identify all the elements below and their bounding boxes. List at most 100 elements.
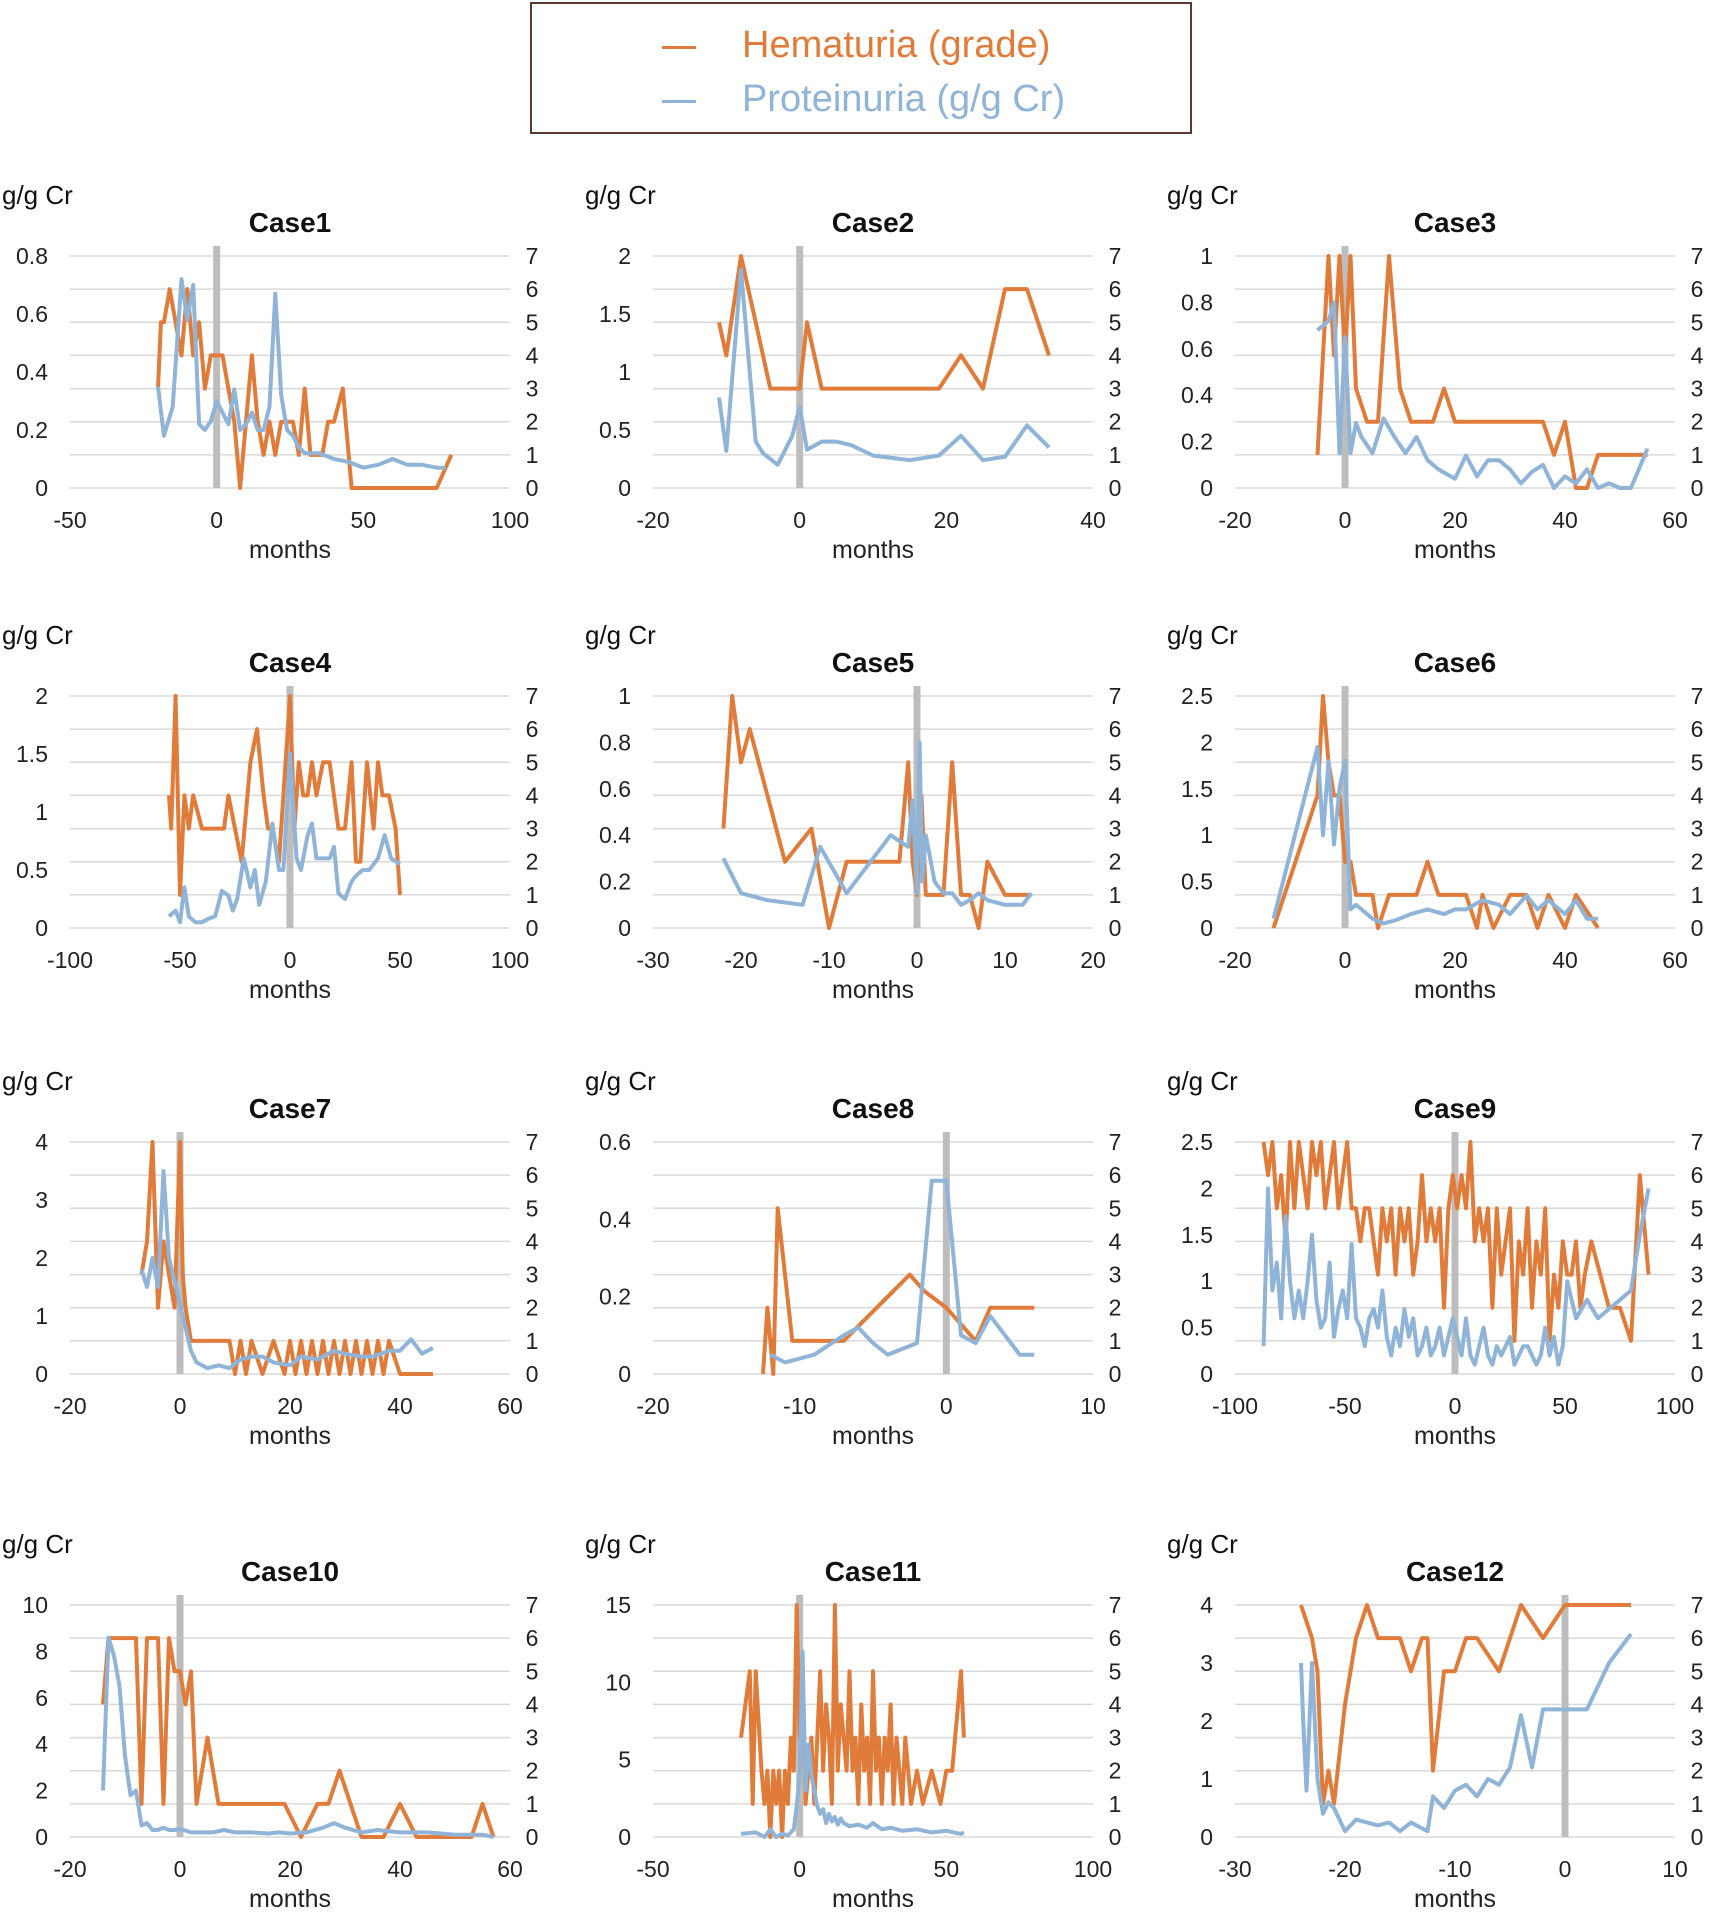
x-tick-label: 60	[497, 1856, 523, 1882]
right-tick-label: 1	[526, 1791, 539, 1817]
left-axis-unit: g/g Cr	[2, 1066, 73, 1096]
right-tick-label: 4	[1691, 1228, 1704, 1254]
chart-title: Case1	[249, 207, 332, 238]
right-tick-label: 0	[1109, 1824, 1122, 1850]
x-tick-label: 20	[1442, 947, 1468, 973]
right-tick-label: 2	[1109, 409, 1122, 435]
right-tick-label: 0	[1691, 915, 1704, 941]
left-tick-label: 0.5	[16, 857, 48, 883]
left-tick-label: 0.2	[1181, 429, 1213, 455]
x-tick-label: 10	[1662, 1856, 1688, 1882]
right-tick-label: 6	[1109, 716, 1122, 742]
right-tick-label: 6	[1691, 276, 1704, 302]
x-tick-label: 0	[210, 507, 223, 533]
x-tick-label: 0	[1339, 507, 1352, 533]
right-tick-label: 4	[526, 342, 539, 368]
right-tick-label: 5	[1691, 749, 1704, 775]
chart-title: Case5	[832, 647, 915, 678]
left-tick-label: 3	[35, 1187, 48, 1213]
x-axis-title: months	[832, 1885, 914, 1913]
hematuria-series-line	[139, 1140, 433, 1376]
x-tick-label: 20	[934, 507, 960, 533]
left-axis-unit: g/g Cr	[1167, 620, 1238, 650]
right-tick-label: 3	[1109, 1262, 1122, 1288]
left-tick-label: 5	[618, 1747, 631, 1773]
legend-label-proteinuria: Proteinuria (g/g Cr)	[742, 78, 1066, 120]
right-tick-label: 5	[1691, 1195, 1704, 1221]
left-axis-unit: g/g Cr	[1167, 1529, 1238, 1559]
left-tick-label: 1	[618, 359, 631, 385]
right-tick-label: 2	[1109, 1295, 1122, 1321]
x-tick-label: 0	[284, 947, 297, 973]
hematuria-series-line	[156, 287, 454, 490]
right-tick-label: 7	[526, 243, 539, 269]
hematuria-series-line	[717, 254, 1051, 391]
right-tick-label: 1	[1109, 1791, 1122, 1817]
left-axis-unit: g/g Cr	[585, 180, 656, 210]
right-tick-label: 5	[1109, 749, 1122, 775]
left-tick-label: 4	[35, 1731, 48, 1757]
left-tick-label: 0	[618, 1361, 631, 1387]
right-tick-label: 2	[1109, 849, 1122, 875]
x-axis-title: months	[832, 1422, 914, 1450]
right-tick-label: 4	[1691, 342, 1704, 368]
legend-item-hematuria: Hematuria (grade)	[532, 22, 1190, 72]
legend-swatch-proteinuria	[662, 100, 696, 103]
proteinuria-series-line	[1316, 300, 1650, 490]
right-tick-label: 3	[1691, 1725, 1704, 1751]
chart-title: Case11	[825, 1556, 922, 1587]
right-tick-label: 7	[1691, 1592, 1704, 1618]
x-tick-label: 50	[934, 1856, 960, 1882]
x-tick-label: 40	[387, 1856, 413, 1882]
x-tick-label: -30	[636, 947, 669, 973]
left-tick-label: 1	[1200, 1766, 1213, 1792]
x-tick-label: 20	[277, 1856, 303, 1882]
chart-5: g/g Cr Case5 0 1 2 3 4 5 6 7 0 0.2 0.4 0.6 0.8 1 -30 -20 -…	[585, 620, 1122, 1004]
x-tick-label: 60	[497, 1393, 523, 1419]
left-tick-label: 10	[22, 1592, 48, 1618]
right-tick-label: 5	[1691, 309, 1704, 335]
chart-title: Case2	[832, 207, 915, 238]
left-tick-label: 1	[1200, 1268, 1213, 1294]
right-tick-label: 3	[1109, 1725, 1122, 1751]
right-tick-label: 2	[1109, 1758, 1122, 1784]
x-tick-label: 20	[277, 1393, 303, 1419]
left-axis-unit: g/g Cr	[585, 1529, 656, 1559]
right-tick-label: 6	[1109, 1625, 1122, 1651]
left-tick-label: 1	[35, 799, 48, 825]
x-tick-label: 0	[174, 1393, 187, 1419]
right-tick-label: 5	[526, 749, 539, 775]
left-tick-label: 1.5	[599, 301, 631, 327]
right-tick-label: 0	[1109, 1361, 1122, 1387]
right-tick-label: 2	[526, 1295, 539, 1321]
right-tick-label: 2	[1691, 409, 1704, 435]
chart-title: Case6	[1414, 647, 1497, 678]
left-tick-label: 2	[35, 683, 48, 709]
left-tick-label: 0	[35, 1361, 48, 1387]
legend-item-proteinuria: Proteinuria (g/g Cr)	[532, 76, 1190, 126]
left-axis-unit: g/g Cr	[1167, 180, 1238, 210]
right-tick-label: 2	[526, 409, 539, 435]
right-tick-label: 6	[526, 1162, 539, 1188]
left-tick-label: 2	[35, 1245, 48, 1271]
right-tick-label: 6	[1109, 276, 1122, 302]
x-tick-label: 60	[1662, 507, 1688, 533]
right-tick-label: 3	[1109, 376, 1122, 402]
legend-swatch-hematuria	[662, 46, 696, 49]
right-tick-label: 1	[526, 442, 539, 468]
x-tick-label: 10	[992, 947, 1018, 973]
x-tick-label: -20	[636, 507, 669, 533]
proteinuria-series-line	[769, 1178, 1035, 1365]
left-tick-label: 0	[1200, 475, 1213, 501]
x-axis-title: months	[249, 1885, 331, 1913]
left-axis-unit: g/g Cr	[2, 1529, 73, 1559]
x-tick-label: -20	[53, 1393, 86, 1419]
chart-legend: Hematuria (grade) Proteinuria (g/g Cr)	[530, 2, 1192, 134]
hematuria-series-line	[1271, 694, 1600, 930]
x-tick-label: 40	[1552, 507, 1578, 533]
x-axis-title: months	[1414, 1885, 1496, 1913]
